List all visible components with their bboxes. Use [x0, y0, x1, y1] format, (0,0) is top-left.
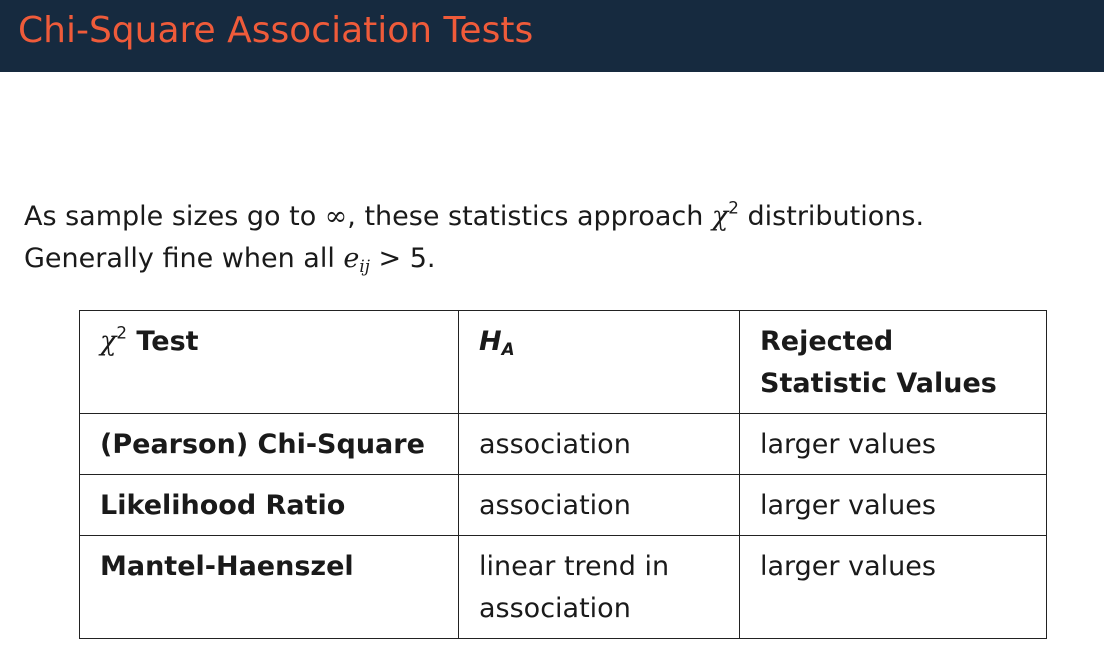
table-header-row: χ2 Test HA Rejected Statistic Values [79, 310, 1047, 414]
cell-test: Mantel-Haenszel [79, 535, 459, 639]
chi-exponent: 2 [728, 197, 739, 218]
header-chi-exponent: 2 [116, 322, 128, 343]
intro-line-1-suffix: distributions. [738, 201, 925, 232]
header-test: χ2 Test [79, 310, 459, 414]
cell-ha: association [458, 474, 740, 536]
intro-text: As sample sizes go to ∞, these statistic… [24, 196, 924, 280]
intro-line-1-prefix: As sample sizes go to [24, 201, 325, 232]
header-h-symbol: H [479, 326, 502, 357]
chi-square-tests-table: χ2 Test HA Rejected Statistic Values (Pe… [79, 310, 1047, 639]
e-symbol: e [343, 243, 360, 274]
cell-ha: linear trend in association [458, 535, 740, 639]
intro-line-2: Generally fine when all eij > 5. [24, 238, 924, 280]
intro-line-1: As sample sizes go to ∞, these statistic… [24, 196, 924, 238]
intro-line-1-middle: , these statistics approach [347, 201, 712, 232]
chi-symbol: χ [711, 201, 729, 232]
cell-rejected: larger values [739, 474, 1047, 536]
e-subscript: ij [359, 256, 370, 277]
title-bar: Chi-Square Association Tests [0, 0, 1104, 72]
cell-ha: association [458, 413, 740, 475]
table-row: Mantel-Haenszel linear trend in associat… [79, 535, 1047, 639]
cell-rejected: larger values [739, 535, 1047, 639]
header-test-label: Test [127, 326, 199, 357]
infinity-symbol: ∞ [324, 201, 348, 232]
table-row: (Pearson) Chi-Square association larger … [79, 413, 1047, 475]
header-chi-symbol: χ [100, 326, 117, 357]
cell-test: (Pearson) Chi-Square [79, 413, 459, 475]
header-h-subscript: A [501, 339, 515, 360]
cell-rejected: larger values [739, 413, 1047, 475]
intro-line-2-prefix: Generally fine when all [24, 243, 344, 274]
header-rejected: Rejected Statistic Values [739, 310, 1047, 414]
table-row: Likelihood Ratio association larger valu… [79, 474, 1047, 536]
header-ha: HA [458, 310, 740, 414]
intro-line-2-suffix: > 5. [369, 243, 436, 274]
slide-title: Chi-Square Association Tests [18, 10, 534, 51]
cell-test: Likelihood Ratio [79, 474, 459, 536]
